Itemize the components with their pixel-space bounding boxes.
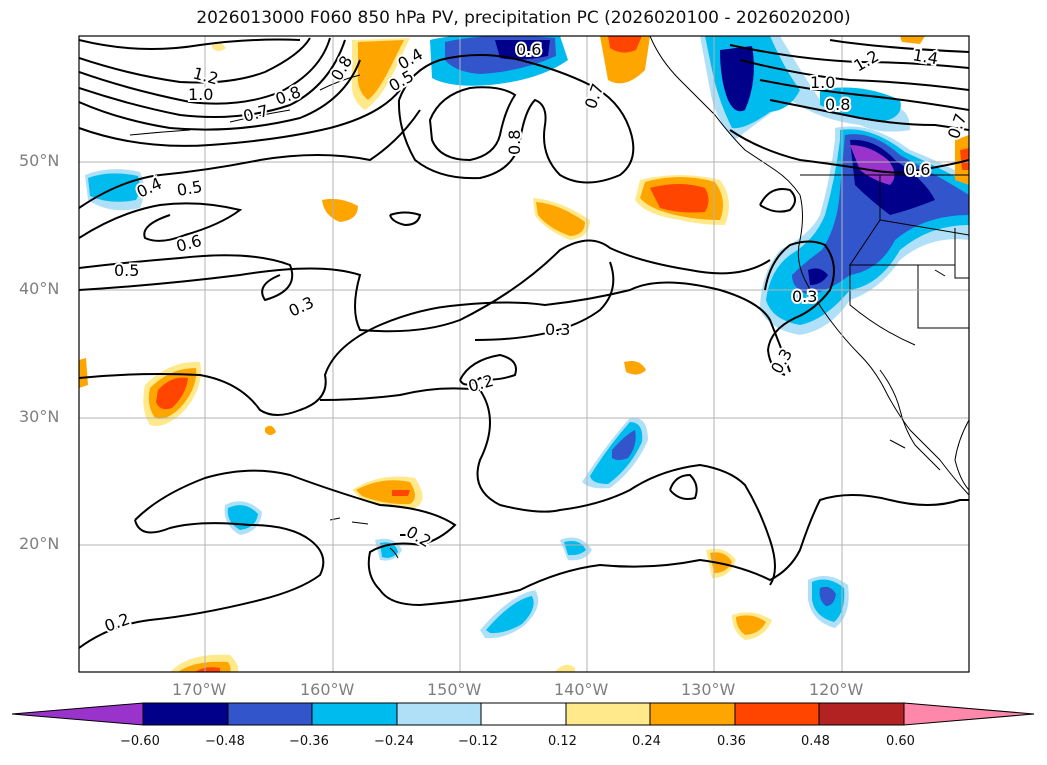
colorbar-segment bbox=[142, 702, 229, 726]
colorbar-tick-label: −0.36 bbox=[289, 734, 329, 749]
contour-label: 0.3 bbox=[792, 287, 817, 306]
map-frame bbox=[78, 35, 970, 673]
precipitation-shading bbox=[79, 36, 969, 672]
colorbar bbox=[11, 702, 1035, 726]
colorbar-tick-label: 0.48 bbox=[801, 734, 830, 749]
lat-label: 20°N bbox=[19, 534, 60, 553]
map-title: 2026013000 F060 850 hPa PV, precipitatio… bbox=[196, 8, 851, 28]
colorbar-tick-label: 0.12 bbox=[548, 734, 577, 749]
contour-label: 0.6 bbox=[516, 40, 541, 59]
colorbar-segment bbox=[11, 702, 144, 726]
contour-label: 0.8 bbox=[825, 95, 850, 114]
colorbar-segment bbox=[396, 702, 482, 726]
lon-label: 160°W bbox=[300, 680, 355, 699]
lon-label: 170°W bbox=[172, 680, 227, 699]
pv-contours bbox=[79, 37, 969, 649]
colorbar-segment bbox=[903, 702, 1035, 726]
contour-label: 0.8 bbox=[505, 130, 524, 155]
colorbar-segment bbox=[818, 702, 905, 726]
colorbar-segment bbox=[734, 702, 820, 726]
lon-label: 150°W bbox=[427, 680, 482, 699]
colorbar-tick-label: −0.48 bbox=[205, 734, 245, 749]
coastlines bbox=[129, 36, 969, 559]
colorbar-tick-label: −0.12 bbox=[458, 734, 498, 749]
lat-label: 30°N bbox=[19, 407, 60, 426]
colorbar-segment bbox=[311, 702, 398, 726]
contour-label: 0.6 bbox=[905, 160, 930, 179]
lon-label: 130°W bbox=[681, 680, 736, 699]
lon-label: 140°W bbox=[554, 680, 609, 699]
colorbar-segment bbox=[480, 702, 567, 726]
colorbar-tick-label: 0.36 bbox=[717, 734, 746, 749]
colorbar-tick-label: −0.60 bbox=[120, 734, 160, 749]
colorbar-tick-label: −0.24 bbox=[374, 734, 414, 749]
map-background bbox=[79, 36, 969, 672]
contour-label: 1.0 bbox=[188, 85, 213, 104]
lat-label: 40°N bbox=[19, 279, 60, 298]
contour-label: 0.3 bbox=[545, 320, 570, 339]
colorbar-tick-label: 0.60 bbox=[886, 734, 915, 749]
contour-label: 1.0 bbox=[810, 73, 835, 92]
colorbar-segment bbox=[565, 702, 651, 726]
colorbar-segment bbox=[227, 702, 313, 726]
colorbar-tick-label: 0.24 bbox=[632, 734, 661, 749]
lat-label: 50°N bbox=[19, 151, 60, 170]
colorbar-segment bbox=[649, 702, 736, 726]
lon-label: 120°W bbox=[809, 680, 864, 699]
contour-label: 0.5 bbox=[114, 261, 139, 280]
